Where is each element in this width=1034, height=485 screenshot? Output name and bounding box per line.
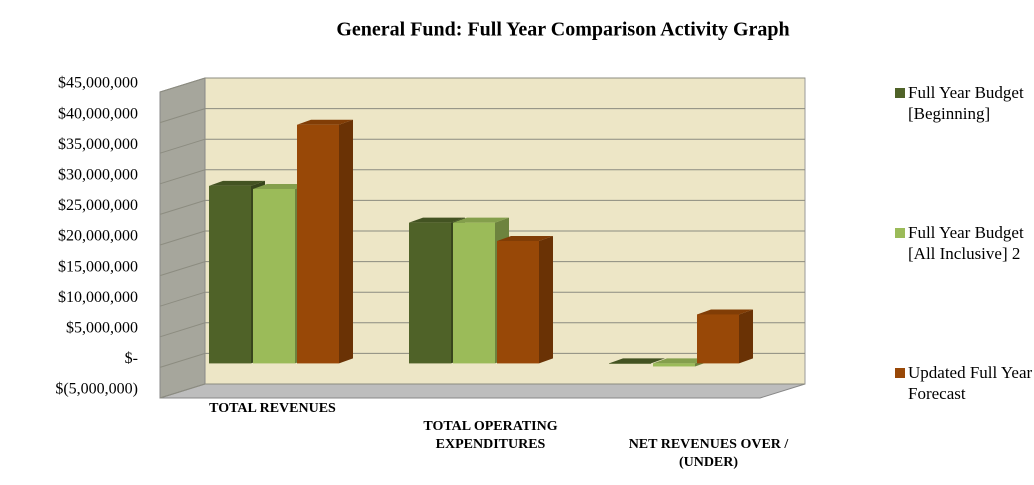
bar-top (253, 183, 309, 189)
bar-3d (697, 309, 753, 364)
bar-3d (609, 358, 665, 364)
bar-top (297, 119, 353, 125)
bar (253, 188, 295, 364)
bar (653, 363, 695, 367)
grid-line (159, 261, 805, 277)
bar (609, 363, 651, 364)
bar-3d (497, 236, 553, 364)
y-tick-label: $5,000,000 (66, 319, 138, 336)
bar-top (209, 180, 265, 186)
legend-swatch (895, 228, 905, 238)
y-tick-label: $- (125, 350, 138, 367)
floor (159, 383, 806, 399)
chart-title: General Fund: Full Year Comparison Activ… (336, 19, 789, 41)
bar-side (339, 119, 353, 364)
legend-label: Full Year Budget [All Inclusive] 2 (908, 223, 1024, 263)
y-tick-label: $45,000,000 (58, 75, 138, 92)
grid-line (159, 108, 805, 124)
grid-line (159, 138, 805, 154)
bar-top (653, 358, 709, 364)
legend-label: Full Year Budget [Beginning] (908, 83, 1024, 123)
bar (453, 222, 495, 364)
bar-3d (297, 119, 353, 364)
bar-top (609, 358, 665, 364)
grid-line (159, 322, 805, 338)
grid-line (159, 291, 805, 307)
y-tick-label: $(5,000,000) (55, 381, 138, 398)
bar (697, 314, 739, 364)
y-tick-label: $25,000,000 (58, 197, 138, 214)
legend-swatch (895, 368, 905, 378)
grid-line (159, 199, 805, 215)
bar (209, 185, 251, 364)
x-tick-label: NET REVENUES OVER / (UNDER) (628, 437, 789, 470)
y-tick-label: $35,000,000 (58, 136, 138, 153)
bar-top (453, 217, 509, 223)
grid-line (159, 383, 805, 399)
legend-swatch (895, 88, 905, 98)
y-tick-label: $10,000,000 (58, 289, 138, 306)
bar-top (409, 217, 465, 223)
y-tick-label: $40,000,000 (58, 105, 138, 122)
y-tick-label: $15,000,000 (58, 258, 138, 275)
grid-line (159, 169, 805, 185)
grid-line (159, 230, 805, 246)
bar (497, 241, 539, 364)
grid-line (159, 77, 805, 93)
bar-side (739, 309, 753, 364)
bar-top (497, 236, 553, 241)
grid-line (159, 352, 805, 368)
bar-side (539, 236, 553, 364)
x-tick-label: TOTAL OPERATING EXPENDITURES (423, 419, 558, 452)
x-tick-label: TOTAL REVENUES (209, 401, 336, 416)
bar (409, 222, 451, 364)
y-tick-label: $20,000,000 (58, 228, 138, 245)
bar (297, 124, 339, 364)
y-tick-label: $30,000,000 (58, 166, 138, 183)
bar-top (697, 309, 753, 315)
legend-label: Updated Full Year Forecast (908, 363, 1033, 403)
